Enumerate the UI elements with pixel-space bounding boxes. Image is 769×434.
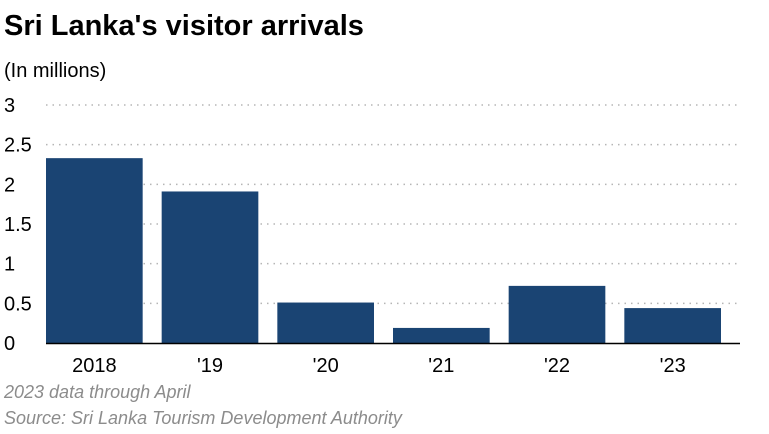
y-tick-label: 0.5 xyxy=(4,293,32,315)
chart-title: Sri Lanka's visitor arrivals xyxy=(4,10,364,42)
x-tick-label: '19 xyxy=(197,355,223,377)
y-tick-label: 1 xyxy=(4,254,15,276)
x-tick-label: '23 xyxy=(660,355,686,377)
x-tick-label: '20 xyxy=(313,355,339,377)
bar-2018 xyxy=(46,158,143,343)
y-tick-label: 0 xyxy=(4,333,15,355)
y-tick-label: 3 xyxy=(4,95,15,117)
bar-23 xyxy=(624,308,721,343)
bar-22 xyxy=(508,285,606,343)
y-tick-label: 1.5 xyxy=(4,214,32,236)
x-tick-label: 2018 xyxy=(72,355,117,377)
y-tick-label: 2.5 xyxy=(4,135,32,157)
x-tick-label: '21 xyxy=(428,355,454,377)
bar-20 xyxy=(277,302,374,343)
y-tick-label: 2 xyxy=(4,174,15,196)
chart-subtitle: (In millions) xyxy=(4,60,107,82)
x-tick-label: '22 xyxy=(544,355,570,377)
bars xyxy=(46,158,721,343)
bar-19 xyxy=(161,191,259,343)
x-axis-ticks: 2018 '19 '20 '21 '22 '23 xyxy=(72,355,686,377)
y-axis-ticks: 0 0.5 1 1.5 2 2.5 3 xyxy=(4,95,32,355)
gridlines xyxy=(46,104,740,305)
source-note: Source: Sri Lanka Tourism Development Au… xyxy=(4,408,402,428)
bar-21 xyxy=(393,327,490,343)
data-note: 2023 data through April xyxy=(4,382,191,402)
